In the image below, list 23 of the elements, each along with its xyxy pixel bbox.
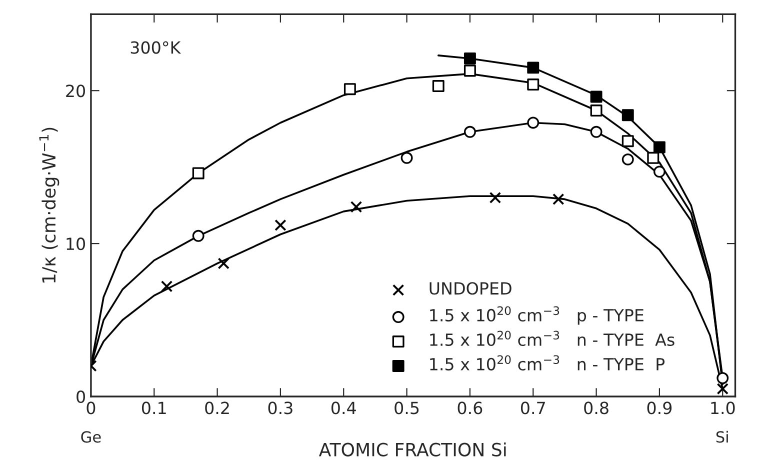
text: 1.5 x 10$^{20}$ cm$^{−3}$ n - TYPE P bbox=[430, 355, 665, 370]
x-tick-label: 0.5 bbox=[394, 402, 419, 414]
x-tick-label: 0 bbox=[86, 402, 96, 414]
y-tick-label: 20 bbox=[66, 84, 85, 98]
y-axis-title: 1/κ (cm·deg·W$^{−1}$) bbox=[39, 128, 60, 283]
x-tick-label: 0.4 bbox=[331, 402, 356, 414]
text: 1.5 x 10$^{20}$ cm$^{−3}$ n - TYPE As bbox=[430, 330, 674, 346]
x-axis-title: ATOMIC FRACTION Si bbox=[318, 442, 506, 456]
text: Si bbox=[716, 430, 728, 443]
x-tick-label: 0.7 bbox=[520, 402, 545, 414]
text: Ge bbox=[81, 431, 101, 443]
y-tick-label: 10 bbox=[66, 238, 85, 250]
x-tick-label: 0.9 bbox=[647, 402, 672, 414]
y-tick-label: 0 bbox=[76, 390, 85, 404]
x-tick-label: 0.6 bbox=[458, 402, 482, 414]
text: 1.5 x 10$^{20}$ cm$^{−3}$ p - TYPE bbox=[430, 306, 644, 325]
x-tick-label: 0.8 bbox=[584, 402, 608, 414]
x-tick-label: 1.0 bbox=[711, 402, 735, 414]
x-tick-label: 0.3 bbox=[268, 402, 292, 414]
legend-label: UNDOPED bbox=[430, 282, 512, 295]
x-tick-label: 0.2 bbox=[205, 402, 229, 414]
annotation: 300°K bbox=[130, 41, 182, 54]
x-tick-label: 0.1 bbox=[142, 402, 166, 414]
